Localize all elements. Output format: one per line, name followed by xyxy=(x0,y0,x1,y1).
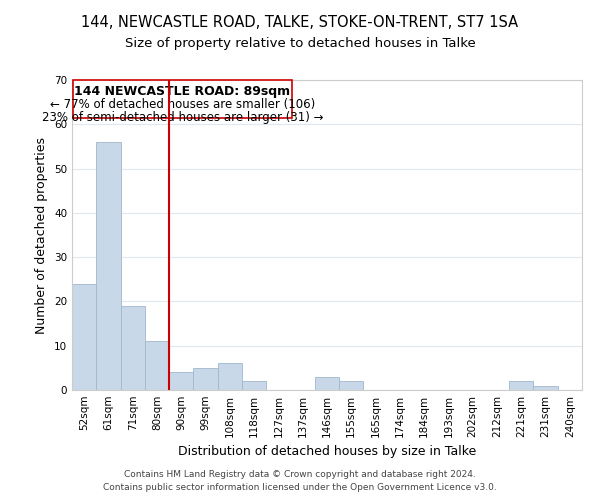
Bar xyxy=(145,342,169,390)
Bar xyxy=(315,376,339,390)
Text: 23% of semi-detached houses are larger (31) →: 23% of semi-detached houses are larger (… xyxy=(42,111,323,124)
Bar xyxy=(533,386,558,390)
Text: 144, NEWCASTLE ROAD, TALKE, STOKE-ON-TRENT, ST7 1SA: 144, NEWCASTLE ROAD, TALKE, STOKE-ON-TRE… xyxy=(82,15,518,30)
Bar xyxy=(339,381,364,390)
Bar xyxy=(96,142,121,390)
Bar xyxy=(218,364,242,390)
Text: Size of property relative to detached houses in Talke: Size of property relative to detached ho… xyxy=(125,38,475,51)
Bar xyxy=(121,306,145,390)
Bar xyxy=(242,381,266,390)
Y-axis label: Number of detached properties: Number of detached properties xyxy=(35,136,49,334)
Bar xyxy=(169,372,193,390)
Bar xyxy=(73,80,292,118)
Text: 144 NEWCASTLE ROAD: 89sqm: 144 NEWCASTLE ROAD: 89sqm xyxy=(74,86,290,98)
Bar xyxy=(193,368,218,390)
Bar xyxy=(509,381,533,390)
Bar xyxy=(72,284,96,390)
Text: Contains HM Land Registry data © Crown copyright and database right 2024.
Contai: Contains HM Land Registry data © Crown c… xyxy=(103,470,497,492)
Text: ← 77% of detached houses are smaller (106): ← 77% of detached houses are smaller (10… xyxy=(50,98,315,110)
X-axis label: Distribution of detached houses by size in Talke: Distribution of detached houses by size … xyxy=(178,446,476,458)
